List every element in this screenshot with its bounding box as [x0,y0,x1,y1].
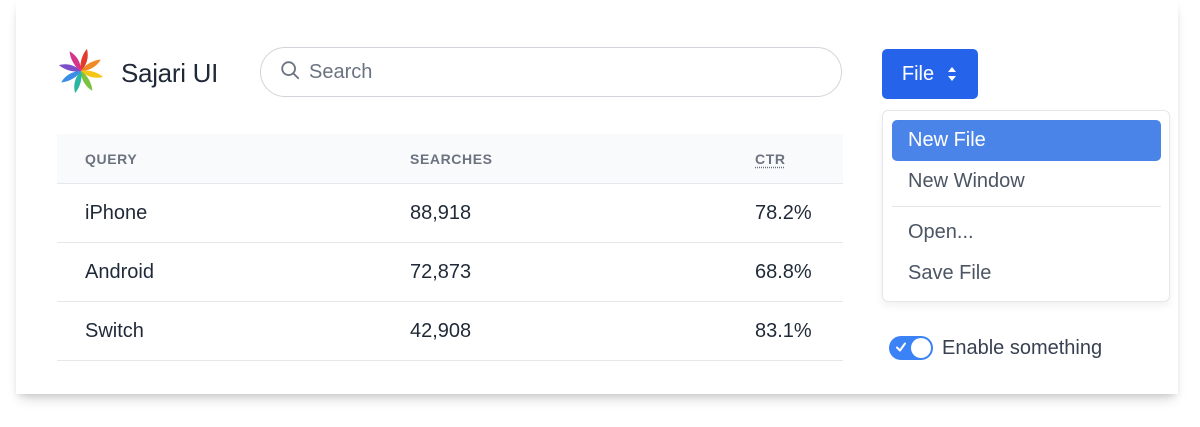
menu-item-new-file[interactable]: New File [892,120,1161,161]
file-menu-button[interactable]: File [882,49,978,99]
search-icon [279,59,301,86]
column-header-ctr[interactable]: CTR [755,151,786,167]
brand[interactable]: Sajari UI [56,46,218,101]
queries-table: QUERY SEARCHES CTR iPhone 88,918 78.2% A… [57,134,843,361]
cell-ctr: 78.2% [755,201,812,224]
cell-searches: 88,918 [410,201,472,224]
menu-item-save-file[interactable]: Save File [908,262,992,284]
check-icon [896,342,906,352]
column-header-query[interactable]: QUERY [85,150,138,167]
table-row[interactable]: iPhone 88,918 78.2% [57,184,843,243]
app-card: Sajari UI QUERY SEARCHES CTR iPhone 88,9… [16,0,1178,394]
menu-divider [892,206,1161,207]
cell-query: Switch [85,319,144,342]
table-header: QUERY SEARCHES CTR [57,134,843,184]
cell-searches: 42,908 [410,319,472,342]
cell-ctr: 83.1% [755,319,812,342]
selector-icon [948,67,957,81]
cell-query: Android [85,260,154,283]
menu-item-open[interactable]: Open... [908,221,974,243]
pinwheel-logo-icon [56,46,106,101]
cell-ctr: 68.8% [755,260,812,283]
ctr-abbr: CTR [755,150,786,167]
table-row[interactable]: Android 72,873 68.8% [57,243,843,302]
column-header-searches[interactable]: SEARCHES [410,150,493,167]
search-input[interactable] [309,60,789,84]
search-box[interactable] [260,47,842,97]
toggle-knob [911,338,931,358]
toggle-label: Enable something [942,336,1103,359]
enable-toggle-row[interactable]: Enable something [889,336,1102,360]
table-row[interactable]: Switch 42,908 83.1% [57,302,843,361]
cell-searches: 72,873 [410,260,472,283]
file-dropdown-menu: New File New Window Open... Save File [882,110,1170,302]
cell-query: iPhone [85,201,148,224]
brand-name: Sajari UI [121,58,218,88]
file-button-label: File [901,62,935,85]
enable-toggle[interactable] [889,336,933,360]
menu-item-new-window[interactable]: New Window [908,170,1025,192]
